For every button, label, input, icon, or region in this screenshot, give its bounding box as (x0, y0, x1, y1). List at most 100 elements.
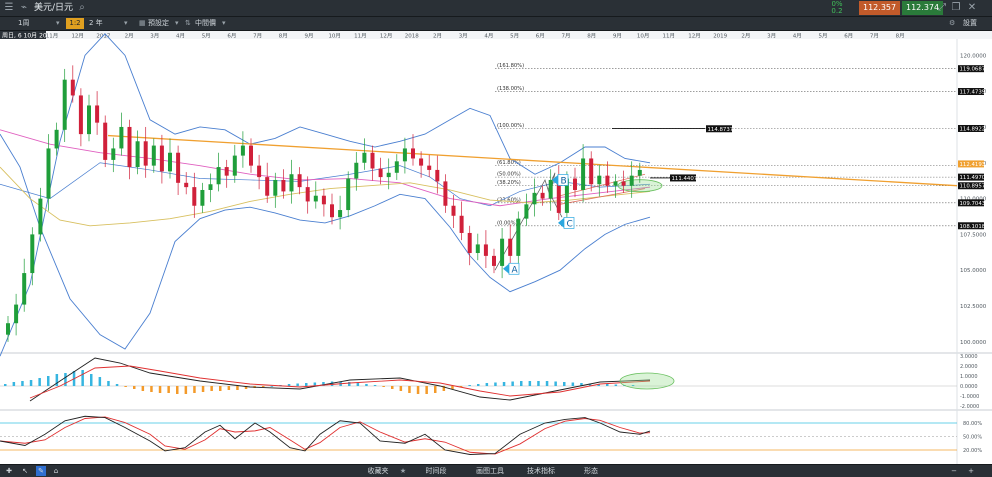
candle-body (87, 105, 91, 135)
candle-body (127, 126, 132, 168)
current-price-tag: 111.4407 (672, 176, 698, 182)
macd-histogram-bar (468, 385, 471, 386)
tab-indicators[interactable]: 技术指标 (527, 467, 555, 475)
zoom-out-icon[interactable]: − (951, 467, 957, 475)
macd-histogram-bar (442, 386, 446, 391)
candle-body (232, 155, 237, 176)
chart-toolbar: 1周 ▾ 1:2 2 年 ▾ ▦ 預設定 ▾ ⇅ 中間價 ▾ ⚙ 設置 (0, 17, 992, 31)
restore-icon[interactable]: ❐ (951, 2, 961, 13)
candle-body (338, 210, 343, 218)
macd-histogram-bar (158, 386, 162, 393)
macd-histogram-bar (227, 386, 231, 390)
macd-histogram-bar (408, 386, 411, 393)
candle-body (516, 218, 521, 256)
bottom-toolbar: ✚ ↖ ✎ ⌂ 收藏夹 ★ 时间段 画图工具 技术指标 形态 − + (0, 464, 992, 477)
macd-histogram-bar (55, 374, 59, 386)
tab-favorites[interactable]: 收藏夹 (367, 467, 389, 475)
crosshair-icon[interactable]: ✚ (6, 467, 12, 475)
price-tag: 119.0687 (960, 67, 986, 73)
x-tick-label: 7月 (870, 33, 879, 40)
x-tick-label: 2018 (405, 34, 419, 40)
candle-body (38, 198, 43, 235)
menu-icon[interactable]: ☰ (4, 2, 14, 13)
pencil-icon[interactable]: ✎ (36, 466, 46, 476)
candle-body (613, 181, 618, 186)
fib-label: (161.80%) (497, 63, 524, 69)
search-icon[interactable]: ⌕ (79, 2, 85, 13)
candle-body (224, 167, 229, 176)
annotations: A B C (503, 174, 575, 275)
popout-icon[interactable]: ⤢ (938, 2, 946, 13)
macd-histogram-bar (399, 386, 403, 391)
instrument-title: 美元/日元 (34, 3, 74, 13)
macd-histogram-bar (554, 381, 557, 386)
candle-body (427, 165, 432, 170)
macd-histogram-bar (4, 384, 7, 386)
gear-icon[interactable]: ⚙ (949, 19, 956, 27)
x-tick-label: 8月 (279, 33, 288, 40)
candle-body (475, 244, 480, 254)
macd-histogram-bar (494, 382, 497, 386)
stochastic-panel: 80.00% 50.00% 20.00% (0, 415, 982, 455)
change-indicator: 0% 0.2 (830, 1, 844, 15)
preset-select[interactable]: 預設定 (148, 19, 169, 27)
macd-histogram-bar (184, 386, 188, 394)
candle-body (6, 323, 10, 335)
cursor-icon[interactable]: ↖ (22, 467, 28, 475)
tab-drawing-tools[interactable]: 画图工具 (476, 467, 504, 475)
x-tick-label: 2019 (713, 34, 727, 40)
candle-body (249, 145, 253, 166)
macd-histogram-bar (511, 381, 514, 386)
candle-body (589, 158, 594, 185)
period-select[interactable]: 1周 (18, 19, 30, 27)
candle-body (135, 141, 140, 168)
macd-histogram-bar (21, 381, 24, 386)
ratio-badge[interactable]: 1:2 (66, 18, 84, 29)
magnet-icon[interactable]: ⌂ (53, 467, 59, 475)
macd-histogram-bar (588, 383, 592, 386)
candle-body (597, 175, 602, 185)
x-tick-label: 2017 (96, 34, 110, 40)
chart-area[interactable]: 周日, 6 10月 2016 11月 12月 2017 2月 3月 4月 5月 6月 7月 8月 9… (0, 31, 992, 464)
x-tick-label: 11月 (46, 33, 59, 40)
y-tick-label: 105.0000 (960, 268, 987, 274)
macd-histogram-bar (64, 373, 67, 386)
macd-histogram-bar (262, 386, 265, 387)
chevron-down-icon[interactable]: ▾ (222, 19, 226, 27)
stoch-tick-label: 80.00% (963, 421, 982, 427)
macd-histogram-bar (193, 386, 196, 393)
chevron-down-icon[interactable]: ▾ (56, 19, 60, 27)
close-icon[interactable]: ✕ (967, 2, 977, 13)
x-tick-label: 4月 (176, 33, 185, 40)
y-tick-label: 107.5000 (960, 232, 987, 238)
bid-price[interactable]: 112.357 (859, 1, 901, 15)
price-tag-bg (958, 199, 984, 207)
x-tick-label: 10月 (328, 33, 341, 40)
candle-body (548, 179, 553, 199)
x-tick-label: 6月 (844, 33, 853, 40)
price-chart[interactable]: 周日, 6 10月 2016 11月 12月 2017 2月 3月 4月 5月 6月 7月 8月 9… (0, 31, 992, 464)
zoom-in-icon[interactable]: + (968, 467, 974, 475)
fib-label: (0.00%) (497, 220, 518, 226)
price-type-icon: ⇅ (185, 19, 191, 27)
x-tick-label: 5月 (202, 33, 211, 40)
candle-body (492, 255, 496, 266)
macd-histogram-bar (382, 386, 385, 387)
tab-timeframe[interactable]: 时间段 (425, 467, 447, 475)
chevron-down-icon[interactable]: ▾ (124, 19, 128, 27)
fib-label: (61.80%) (497, 160, 521, 166)
candle-body (281, 179, 286, 192)
ask-price[interactable]: 112.374 (902, 1, 944, 15)
chart-icon[interactable]: ⌁ (20, 2, 28, 13)
candle-body (330, 204, 334, 218)
star-icon[interactable]: ★ (399, 467, 407, 475)
settings-button[interactable]: 設置 (963, 19, 977, 27)
candle-body (402, 148, 407, 162)
range-select[interactable]: 2 年 (89, 19, 103, 27)
macd-histogram-bar (425, 386, 428, 394)
chevron-down-icon[interactable]: ▾ (175, 19, 179, 27)
x-tick-label: 8月 (896, 33, 905, 40)
tab-patterns[interactable]: 形态 (584, 467, 598, 475)
candle-body (621, 181, 626, 186)
price-type-select[interactable]: 中間價 (195, 19, 216, 27)
